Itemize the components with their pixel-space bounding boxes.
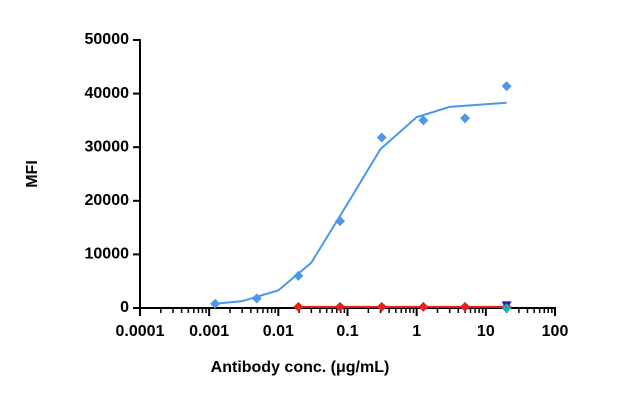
data-point: [293, 270, 304, 281]
data-point: [501, 303, 512, 313]
data-point: [376, 301, 387, 312]
x-tick-label: 0.01: [263, 323, 294, 340]
y-tick-label: 50000: [85, 31, 130, 48]
x-tick-label: 0.0001: [116, 323, 165, 340]
y-tick-label: 10000: [85, 246, 130, 263]
x-axis-title: Antibody conc. (μg/mL): [211, 359, 390, 376]
y-axis-title: MFI: [24, 160, 41, 188]
data-point: [501, 81, 512, 92]
x-tick-label: 0.1: [336, 323, 358, 340]
data-point: [418, 301, 429, 312]
series-line: [215, 101, 507, 305]
data-point: [418, 115, 429, 126]
x-tick-label: 1: [412, 323, 421, 340]
x-tick-label: 0.001: [189, 323, 229, 340]
x-tick-label: 10: [477, 323, 495, 340]
y-tick-label: 40000: [85, 85, 130, 102]
data-point: [460, 113, 471, 124]
y-tick-label: 30000: [85, 138, 130, 155]
y-tick-label: 20000: [85, 192, 130, 209]
data-point: [460, 301, 471, 312]
x-tick-label: 100: [542, 323, 569, 340]
data-point: [293, 301, 304, 312]
y-tick-label: 0: [120, 299, 129, 316]
data-point: [376, 132, 387, 143]
data-point: [335, 301, 346, 312]
